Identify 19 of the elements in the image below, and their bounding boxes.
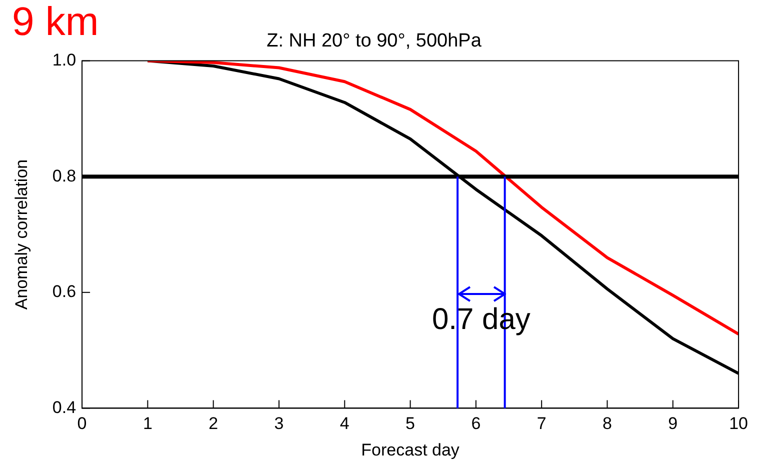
x-tick-label: 4 [340, 414, 350, 434]
x-tick-label: 7 [536, 414, 546, 434]
x-tick-label: 3 [274, 414, 284, 434]
x-tick-label: 9 [668, 414, 678, 434]
y-tick-label: 0.6 [52, 282, 76, 302]
chart-title: Z: NH 20° to 90°, 500hPa [266, 30, 482, 52]
x-tick-label: 10 [729, 414, 748, 434]
y-tick-label: 0.8 [52, 166, 76, 186]
x-axis-title: Forecast day [361, 440, 460, 460]
x-tick-label: 8 [602, 414, 612, 434]
y-tick-label: 0.4 [52, 398, 76, 417]
y-axis-title: Anomaly correlation [12, 159, 31, 310]
x-tick-label: 5 [406, 414, 416, 434]
x-tick-label: 2 [208, 414, 218, 434]
text: 9 km [12, 0, 99, 46]
x-tick-label: 1 [142, 414, 152, 434]
x-tick-label: 6 [471, 414, 481, 434]
x-tick-label: 0 [77, 414, 87, 434]
y-tick-label: 1.0 [52, 50, 76, 70]
